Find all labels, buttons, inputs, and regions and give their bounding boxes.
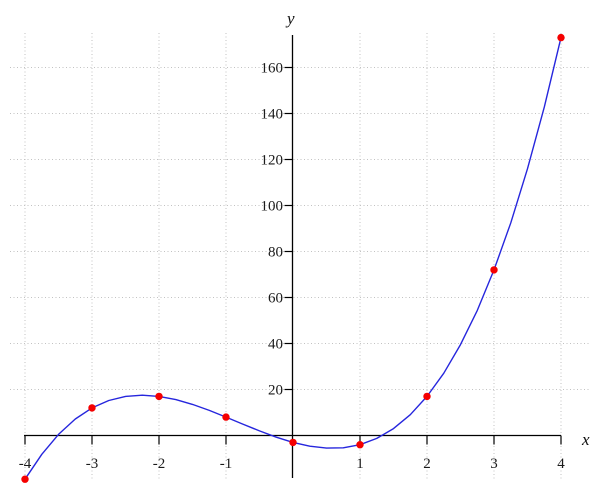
y-tick-label: 40	[268, 337, 283, 353]
y-tick-label: 140	[261, 107, 284, 123]
x-tick-label: -1	[220, 456, 233, 472]
data-point-marker	[423, 392, 431, 401]
x-tick-label: -2	[153, 456, 166, 472]
x-tick-label: 3	[490, 456, 498, 472]
data-point-marker	[222, 413, 230, 421]
data-point-marker	[155, 392, 163, 401]
y-tick-label: 120	[261, 153, 284, 169]
y-tick-label: 20	[268, 383, 283, 399]
x-tick-label: 2	[423, 456, 431, 472]
data-point-marker	[490, 266, 498, 274]
x-axis-label: x	[582, 430, 590, 449]
y-tick-label: 100	[261, 199, 284, 215]
data-point-marker	[88, 404, 96, 412]
x-tick-label: -3	[86, 456, 99, 472]
y-tick-label: 60	[268, 291, 283, 307]
data-point-marker	[557, 33, 565, 42]
x-tick-label: 4	[557, 456, 565, 472]
data-point-marker	[21, 475, 29, 483]
y-tick-label: 160	[261, 61, 284, 77]
data-point-marker	[356, 441, 364, 449]
data-point-marker	[289, 438, 297, 447]
x-tick-label: -4	[19, 456, 32, 472]
x-tick-label: 1	[356, 456, 364, 472]
y-tick-label: 80	[268, 245, 283, 261]
y-axis-label: y	[287, 9, 295, 28]
